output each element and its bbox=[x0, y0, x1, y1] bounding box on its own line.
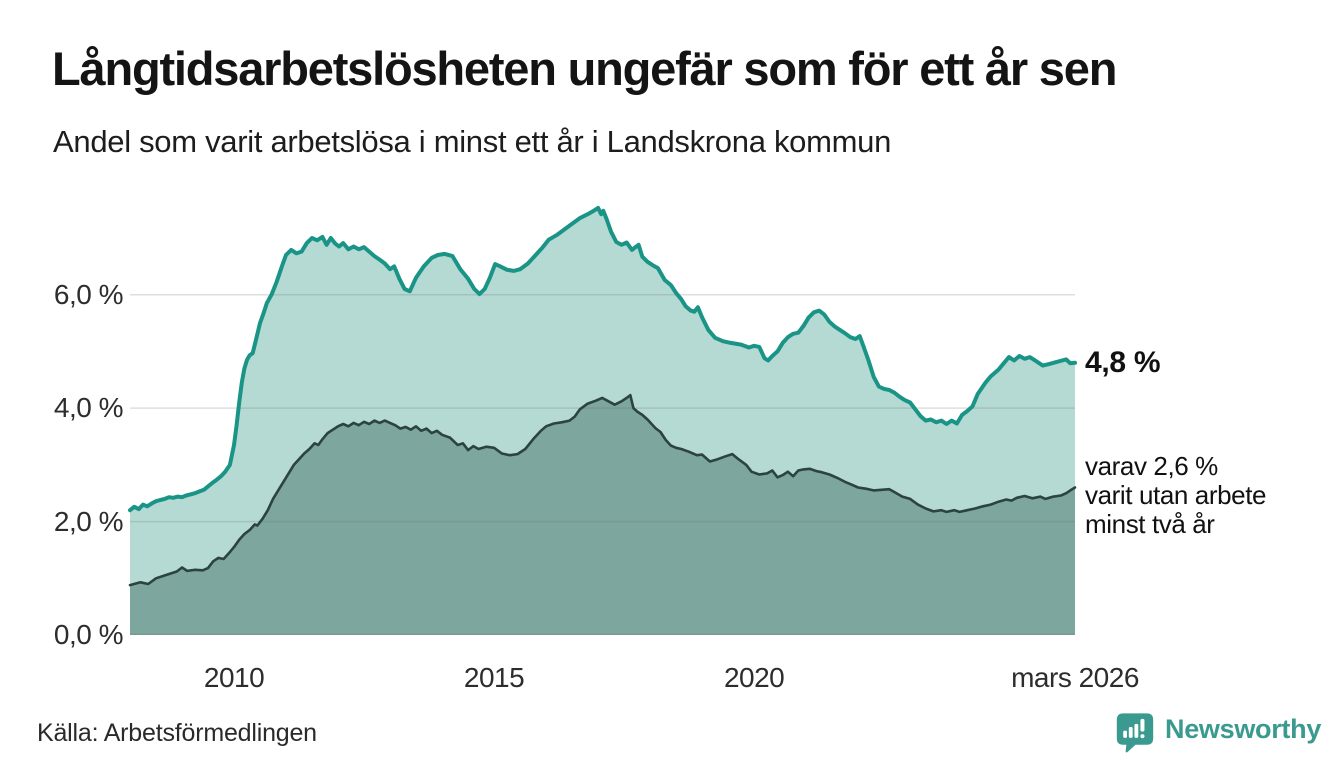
chart-title: Långtidsarbetslösheten ungefär som för e… bbox=[52, 42, 1117, 95]
series-line-at-least-2-years bbox=[128, 393, 1077, 587]
x-axis-tick-label: 2010 bbox=[203, 662, 265, 693]
y-axis-tick-label: 4,0 % bbox=[53, 392, 124, 424]
sub-series-annotation-line: varit utan arbete bbox=[1085, 480, 1267, 510]
x-axis-tick-label: 2020 bbox=[723, 662, 785, 693]
chart-subtitle: Andel som varit arbetslösa i minst ett å… bbox=[53, 124, 892, 159]
sub-series-annotation-line: varav 2,6 % bbox=[1085, 451, 1218, 481]
newsworthy-bubble-chart-icon bbox=[1116, 713, 1154, 753]
x-axis-tick-label: mars 2026 bbox=[1011, 662, 1139, 693]
x-axis-tick-label: 2015 bbox=[463, 662, 525, 693]
y-axis-tick-label: 2,0 % bbox=[53, 505, 124, 537]
y-axis-tick-label: 0,0 % bbox=[53, 619, 124, 650]
end-value-label: 4,8 % bbox=[1085, 346, 1161, 379]
sub-series-annotation: varav 2,6 % varit utan arbete minst två … bbox=[1085, 452, 1266, 539]
series-area-at-least-2-years bbox=[130, 395, 1075, 635]
unemployment-area-chart bbox=[128, 205, 1077, 636]
sub-series-annotation-line: minst två år bbox=[1085, 509, 1215, 539]
series-line-at-least-1-year bbox=[128, 205, 1077, 513]
source-note: Källa: Arbetsförmedlingen bbox=[37, 719, 317, 747]
newsworthy-logo: Newsworthy bbox=[1115, 709, 1321, 755]
newsworthy-logo-text: Newsworthy bbox=[1165, 713, 1322, 744]
y-axis-tick-label: 6,0 % bbox=[53, 278, 124, 310]
